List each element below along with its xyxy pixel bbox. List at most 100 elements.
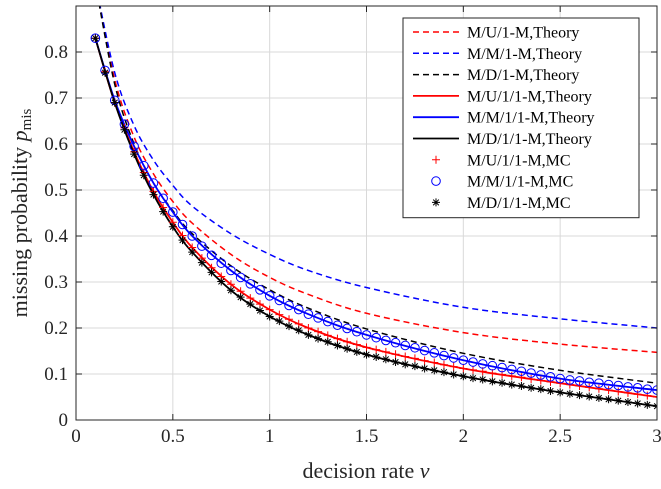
data-point bbox=[265, 312, 274, 321]
data-point bbox=[556, 388, 565, 397]
y-tick-label: 0.1 bbox=[44, 364, 68, 385]
data-point bbox=[207, 268, 216, 277]
data-point bbox=[255, 306, 264, 315]
data-point bbox=[187, 231, 197, 241]
data-point bbox=[643, 400, 652, 409]
legend-item: M/U/1-M,Theory bbox=[413, 25, 579, 42]
data-point bbox=[585, 392, 594, 401]
legend-item: M/D/1/1-M,Theory bbox=[413, 131, 592, 148]
series-markers-9 bbox=[91, 34, 657, 411]
y-tick-label: 0.7 bbox=[44, 88, 68, 109]
data-point bbox=[138, 160, 149, 171]
data-point bbox=[603, 379, 614, 390]
data-point bbox=[536, 385, 545, 394]
data-point bbox=[139, 171, 148, 180]
data-point bbox=[178, 236, 187, 245]
data-point bbox=[410, 354, 419, 363]
data-point bbox=[177, 219, 188, 230]
data-point bbox=[352, 340, 361, 349]
series-line-2 bbox=[99, 6, 657, 329]
data-point bbox=[343, 337, 352, 346]
data-point bbox=[449, 362, 458, 371]
data-point bbox=[507, 371, 516, 380]
data-point bbox=[130, 150, 139, 159]
y-tick-label: 0.6 bbox=[44, 134, 68, 155]
data-point bbox=[614, 396, 623, 405]
data-point bbox=[381, 347, 390, 356]
x-tick-label: 2 bbox=[459, 426, 469, 447]
data-point bbox=[333, 341, 342, 350]
data-point bbox=[264, 291, 275, 301]
data-point bbox=[526, 368, 536, 378]
data-point bbox=[246, 300, 255, 309]
data-point bbox=[623, 382, 633, 392]
data-point bbox=[614, 387, 623, 396]
legend-item: M/D/1/1-M,MC bbox=[432, 195, 571, 212]
data-point bbox=[565, 375, 575, 385]
data-point bbox=[410, 362, 419, 371]
data-point bbox=[362, 343, 371, 352]
data-point bbox=[110, 98, 119, 107]
legend-item: M/U/1/1-M,MC bbox=[432, 152, 571, 169]
data-point bbox=[217, 277, 226, 286]
data-point bbox=[342, 323, 352, 334]
x-tick-label: 0.5 bbox=[161, 426, 185, 447]
data-point bbox=[381, 335, 391, 346]
data-point bbox=[497, 362, 507, 373]
y-tick-label: 0.5 bbox=[44, 180, 68, 201]
y-axis-label: missing probability pmis bbox=[7, 109, 35, 318]
series-markers-8 bbox=[90, 33, 657, 395]
data-point bbox=[391, 350, 400, 359]
legend: M/U/1-M,Theory M/M/1-M,Theory M/D/1-M,Theo… bbox=[402, 17, 640, 219]
data-point bbox=[623, 388, 632, 397]
data-point bbox=[594, 393, 603, 402]
data-point bbox=[545, 371, 556, 382]
data-point bbox=[323, 337, 332, 346]
x-tick-label: 1.5 bbox=[355, 426, 379, 447]
legend-label: M/D/1/1-M,MC bbox=[467, 195, 571, 212]
data-point bbox=[120, 125, 129, 134]
data-point bbox=[352, 326, 362, 337]
legend-item: M/D/1-M,Theory bbox=[413, 67, 579, 84]
data-point bbox=[410, 342, 420, 353]
data-point bbox=[197, 241, 207, 251]
data-point bbox=[613, 380, 624, 391]
data-point bbox=[294, 326, 303, 335]
y-tick-label: 0.2 bbox=[44, 318, 68, 339]
legend-marker-sample bbox=[431, 176, 441, 186]
data-point bbox=[632, 383, 643, 393]
data-point bbox=[332, 320, 343, 331]
data-point bbox=[575, 391, 584, 400]
x-tick-label: 2.5 bbox=[548, 426, 572, 447]
data-point bbox=[555, 373, 565, 384]
data-point bbox=[429, 348, 440, 358]
data-point bbox=[148, 178, 159, 188]
legend-item: M/M/1/1-M,Theory bbox=[413, 110, 595, 127]
data-point bbox=[206, 250, 217, 261]
data-point bbox=[197, 258, 206, 267]
legend-label: M/U/1-M,Theory bbox=[467, 25, 579, 42]
data-point bbox=[226, 265, 236, 276]
legend-marker-sample bbox=[432, 155, 440, 164]
data-point bbox=[390, 337, 401, 348]
data-point bbox=[420, 364, 429, 373]
data-point bbox=[604, 386, 613, 395]
data-point bbox=[372, 345, 381, 354]
data-point bbox=[216, 258, 227, 268]
legend-label: M/M/1/1-M,MC bbox=[467, 174, 573, 191]
data-point bbox=[565, 389, 574, 398]
legend-item: M/M/1/1-M,MC bbox=[431, 174, 573, 191]
data-point bbox=[469, 374, 478, 383]
data-point bbox=[285, 315, 294, 324]
data-point bbox=[274, 295, 285, 306]
data-point bbox=[459, 372, 468, 381]
legend-item: M/U/1/1-M,Theory bbox=[413, 88, 592, 105]
data-point bbox=[314, 334, 323, 343]
data-point bbox=[594, 384, 603, 393]
legend-item: M/M/1-M,Theory bbox=[413, 46, 582, 63]
data-point bbox=[236, 293, 245, 302]
data-point bbox=[633, 399, 642, 408]
x-tick-label: 1 bbox=[265, 426, 275, 447]
data-point bbox=[574, 376, 585, 386]
